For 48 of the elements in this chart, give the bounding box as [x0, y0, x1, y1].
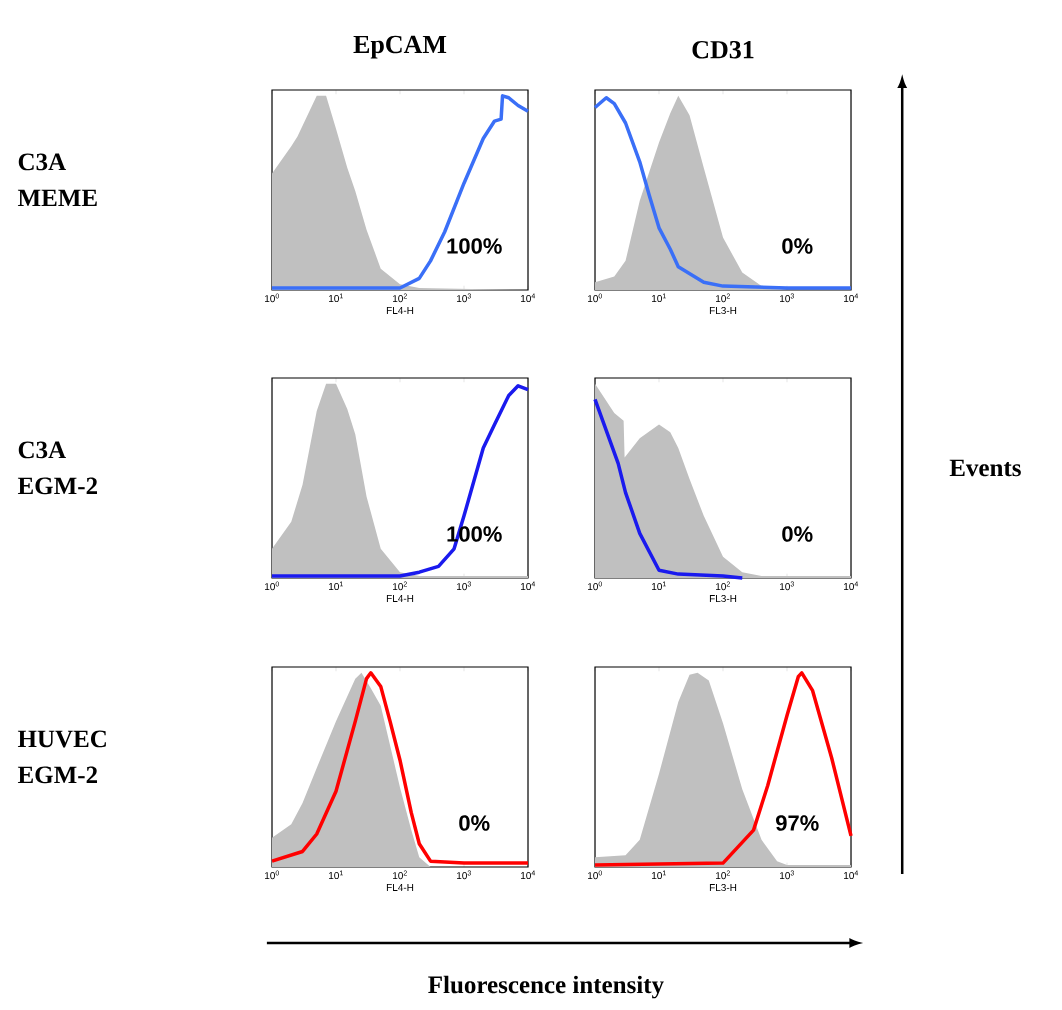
x-tick-label: 10$^{4}$: [844, 293, 859, 303]
annotation: 0%: [459, 815, 490, 831]
x-tick-label: 10$^{2}$: [393, 870, 407, 880]
x-tick-label: 10$^{1}$: [329, 870, 343, 880]
x-axis-title: FL3-H: [709, 307, 737, 315]
x-tick-label: 10$^{0}$: [588, 870, 602, 880]
text: Fluorescence intensity: [428, 975, 664, 999]
x-tick-label: 10$^{1}$: [652, 870, 666, 880]
x-tick-label: 10$^{0}$: [588, 293, 602, 303]
x-axis-title: FL3-H: [709, 595, 737, 603]
x-tick-label: 10$^{4}$: [844, 581, 859, 591]
chart-title: EpCAM: [353, 35, 447, 59]
x-tick-label: 10$^{2}$: [716, 293, 730, 303]
x-tick-label: 10$^{0}$: [265, 293, 279, 303]
x-tick-label: 10$^{1}$: [652, 293, 666, 303]
chart-title: CD31: [692, 40, 754, 59]
y-axis-title: HUVEC EGM-2: [17, 730, 106, 784]
x-tick-label: 10$^{2}$: [716, 870, 730, 880]
x-tick-label: 10$^{1}$: [329, 293, 343, 303]
x-axis-title: FL3-H: [709, 884, 737, 892]
x-tick-label: 10$^{4}$: [844, 870, 859, 880]
annotation: 100%: [447, 238, 502, 254]
x-tick-label: 10$^{4}$: [521, 581, 536, 591]
x-tick-label: 10$^{1}$: [652, 581, 666, 591]
annotation: 97%: [776, 815, 819, 831]
x-tick-label: 10$^{3}$: [457, 581, 471, 591]
x-tick-label: 10$^{3}$: [780, 870, 794, 880]
x-tick-label: 10$^{3}$: [457, 870, 471, 880]
annotation: 0%: [782, 238, 813, 254]
x-tick-label: 10$^{0}$: [265, 870, 279, 880]
x-tick-label: 10$^{3}$: [780, 293, 794, 303]
y-axis-title: C3A MEME: [17, 153, 97, 207]
x-tick-label: 10$^{3}$: [780, 581, 794, 591]
x-tick-label: 10$^{0}$: [265, 581, 279, 591]
x-axis-title: FL4-H: [386, 307, 414, 314]
x-tick-label: 10$^{0}$: [588, 581, 602, 591]
x-axis-title: FL4-H: [386, 595, 414, 602]
x-tick-label: 10$^{2}$: [393, 581, 407, 591]
x-tick-label: 10$^{1}$: [329, 581, 343, 591]
x-tick-label: 10$^{2}$: [716, 581, 730, 591]
text: Events: [949, 459, 1021, 477]
annotation: 0%: [782, 526, 813, 542]
x-tick-label: 10$^{2}$: [393, 293, 407, 303]
x-tick-label: 10$^{4}$: [521, 293, 536, 303]
x-axis-title: FL4-H: [386, 884, 414, 891]
x-tick-label: 10$^{3}$: [457, 293, 471, 303]
x-tick-label: 10$^{4}$: [521, 870, 536, 880]
y-axis-title: C3A EGM-2: [17, 441, 98, 495]
